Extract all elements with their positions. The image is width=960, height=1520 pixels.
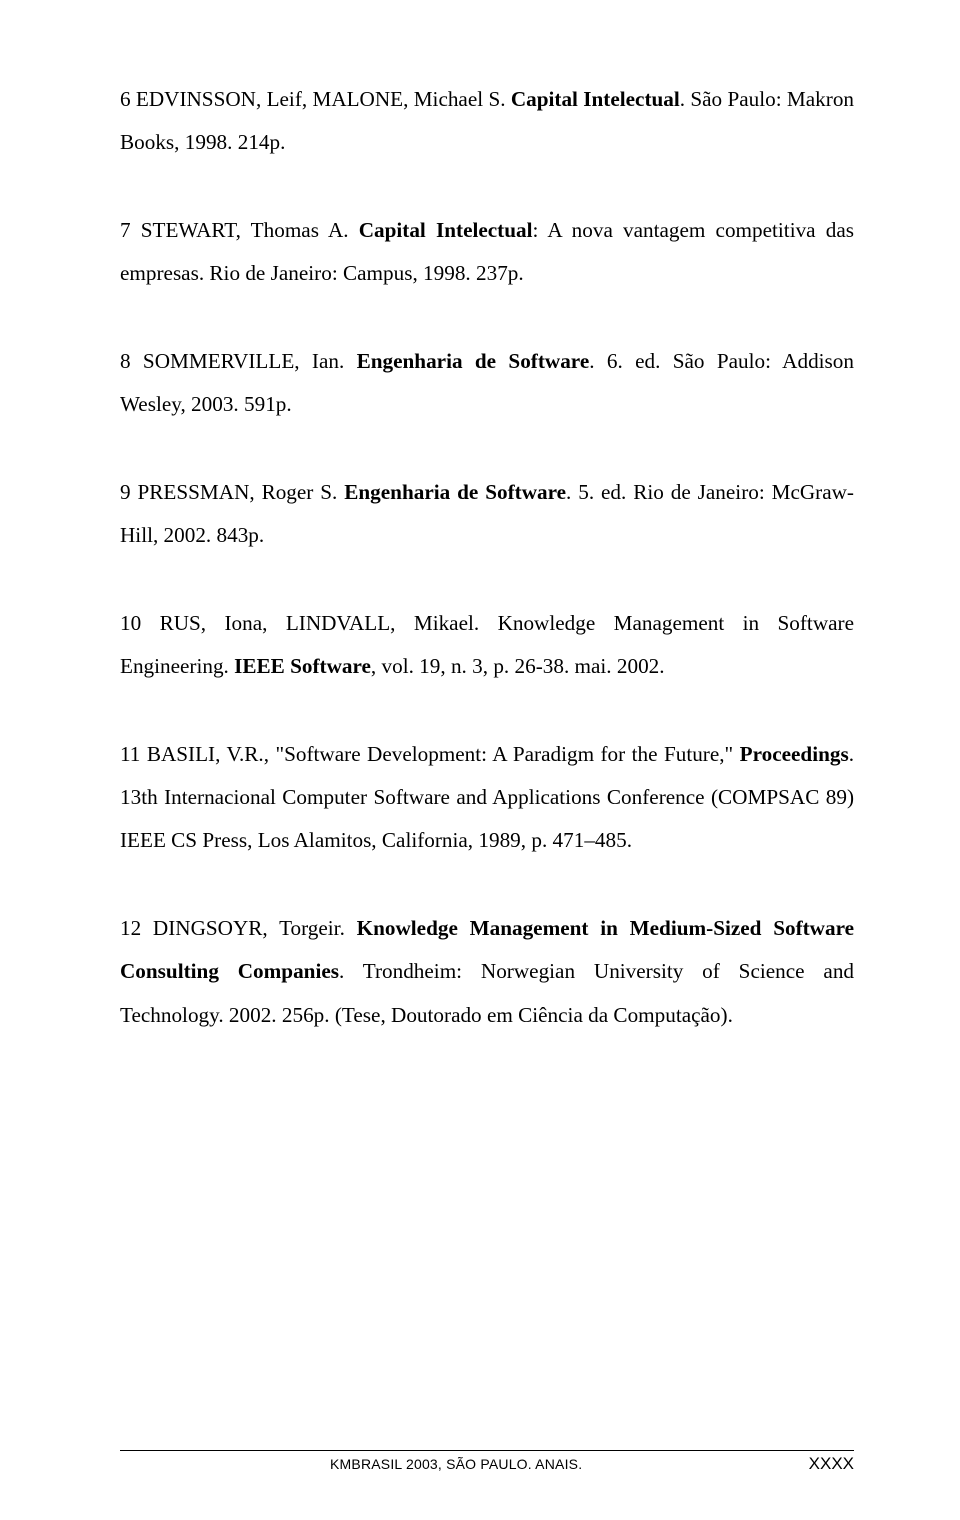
reference-8: 8 SOMMERVILLE, Ian. Engenharia de Softwa…	[120, 340, 854, 427]
ref-text-pre: 9 PRESSMAN, Roger S.	[120, 480, 344, 504]
ref-text-pre: 7 STEWART, Thomas A.	[120, 218, 359, 242]
reference-10: 10 RUS, Iona, LINDVALL, Mikael. Knowledg…	[120, 602, 854, 689]
reference-12: 12 DINGSOYR, Torgeir. Knowledge Manageme…	[120, 907, 854, 1037]
references-list: 6 EDVINSSON, Leif, MALONE, Michael S. Ca…	[120, 78, 854, 1037]
ref-text-title: Capital Intelectual	[359, 218, 533, 242]
page: 6 EDVINSSON, Leif, MALONE, Michael S. Ca…	[0, 0, 960, 1520]
ref-text-pre: 8 SOMMERVILLE, Ian.	[120, 349, 357, 373]
reference-9: 9 PRESSMAN, Roger S. Engenharia de Softw…	[120, 471, 854, 558]
ref-text-pre: 11 BASILI, V.R., "Software Development: …	[120, 742, 740, 766]
page-footer: KMBRASIL 2003, SÃO PAULO. ANAIS. XXXX	[120, 1450, 854, 1474]
reference-6: 6 EDVINSSON, Leif, MALONE, Michael S. Ca…	[120, 78, 854, 165]
footer-left-text: KMBRASIL 2003, SÃO PAULO. ANAIS.	[120, 1456, 582, 1472]
footer-rule	[120, 1450, 854, 1451]
ref-text-title: Engenharia de Software	[357, 349, 590, 373]
ref-text-title: Engenharia de Software	[344, 480, 566, 504]
reference-11: 11 BASILI, V.R., "Software Development: …	[120, 733, 854, 863]
ref-text-pre: 6 EDVINSSON, Leif, MALONE, Michael S.	[120, 87, 511, 111]
footer-right-text: XXXX	[809, 1454, 854, 1474]
ref-text-pre: 12 DINGSOYR, Torgeir.	[120, 916, 357, 940]
reference-7: 7 STEWART, Thomas A. Capital Intelectual…	[120, 209, 854, 296]
footer-line: KMBRASIL 2003, SÃO PAULO. ANAIS. XXXX	[120, 1454, 854, 1474]
ref-text-post: , vol. 19, n. 3, p. 26-38. mai. 2002.	[371, 654, 665, 678]
ref-text-title: Capital Intelectual	[511, 87, 680, 111]
ref-text-title: IEEE Software	[234, 654, 371, 678]
ref-text-title: Proceedings	[740, 742, 849, 766]
